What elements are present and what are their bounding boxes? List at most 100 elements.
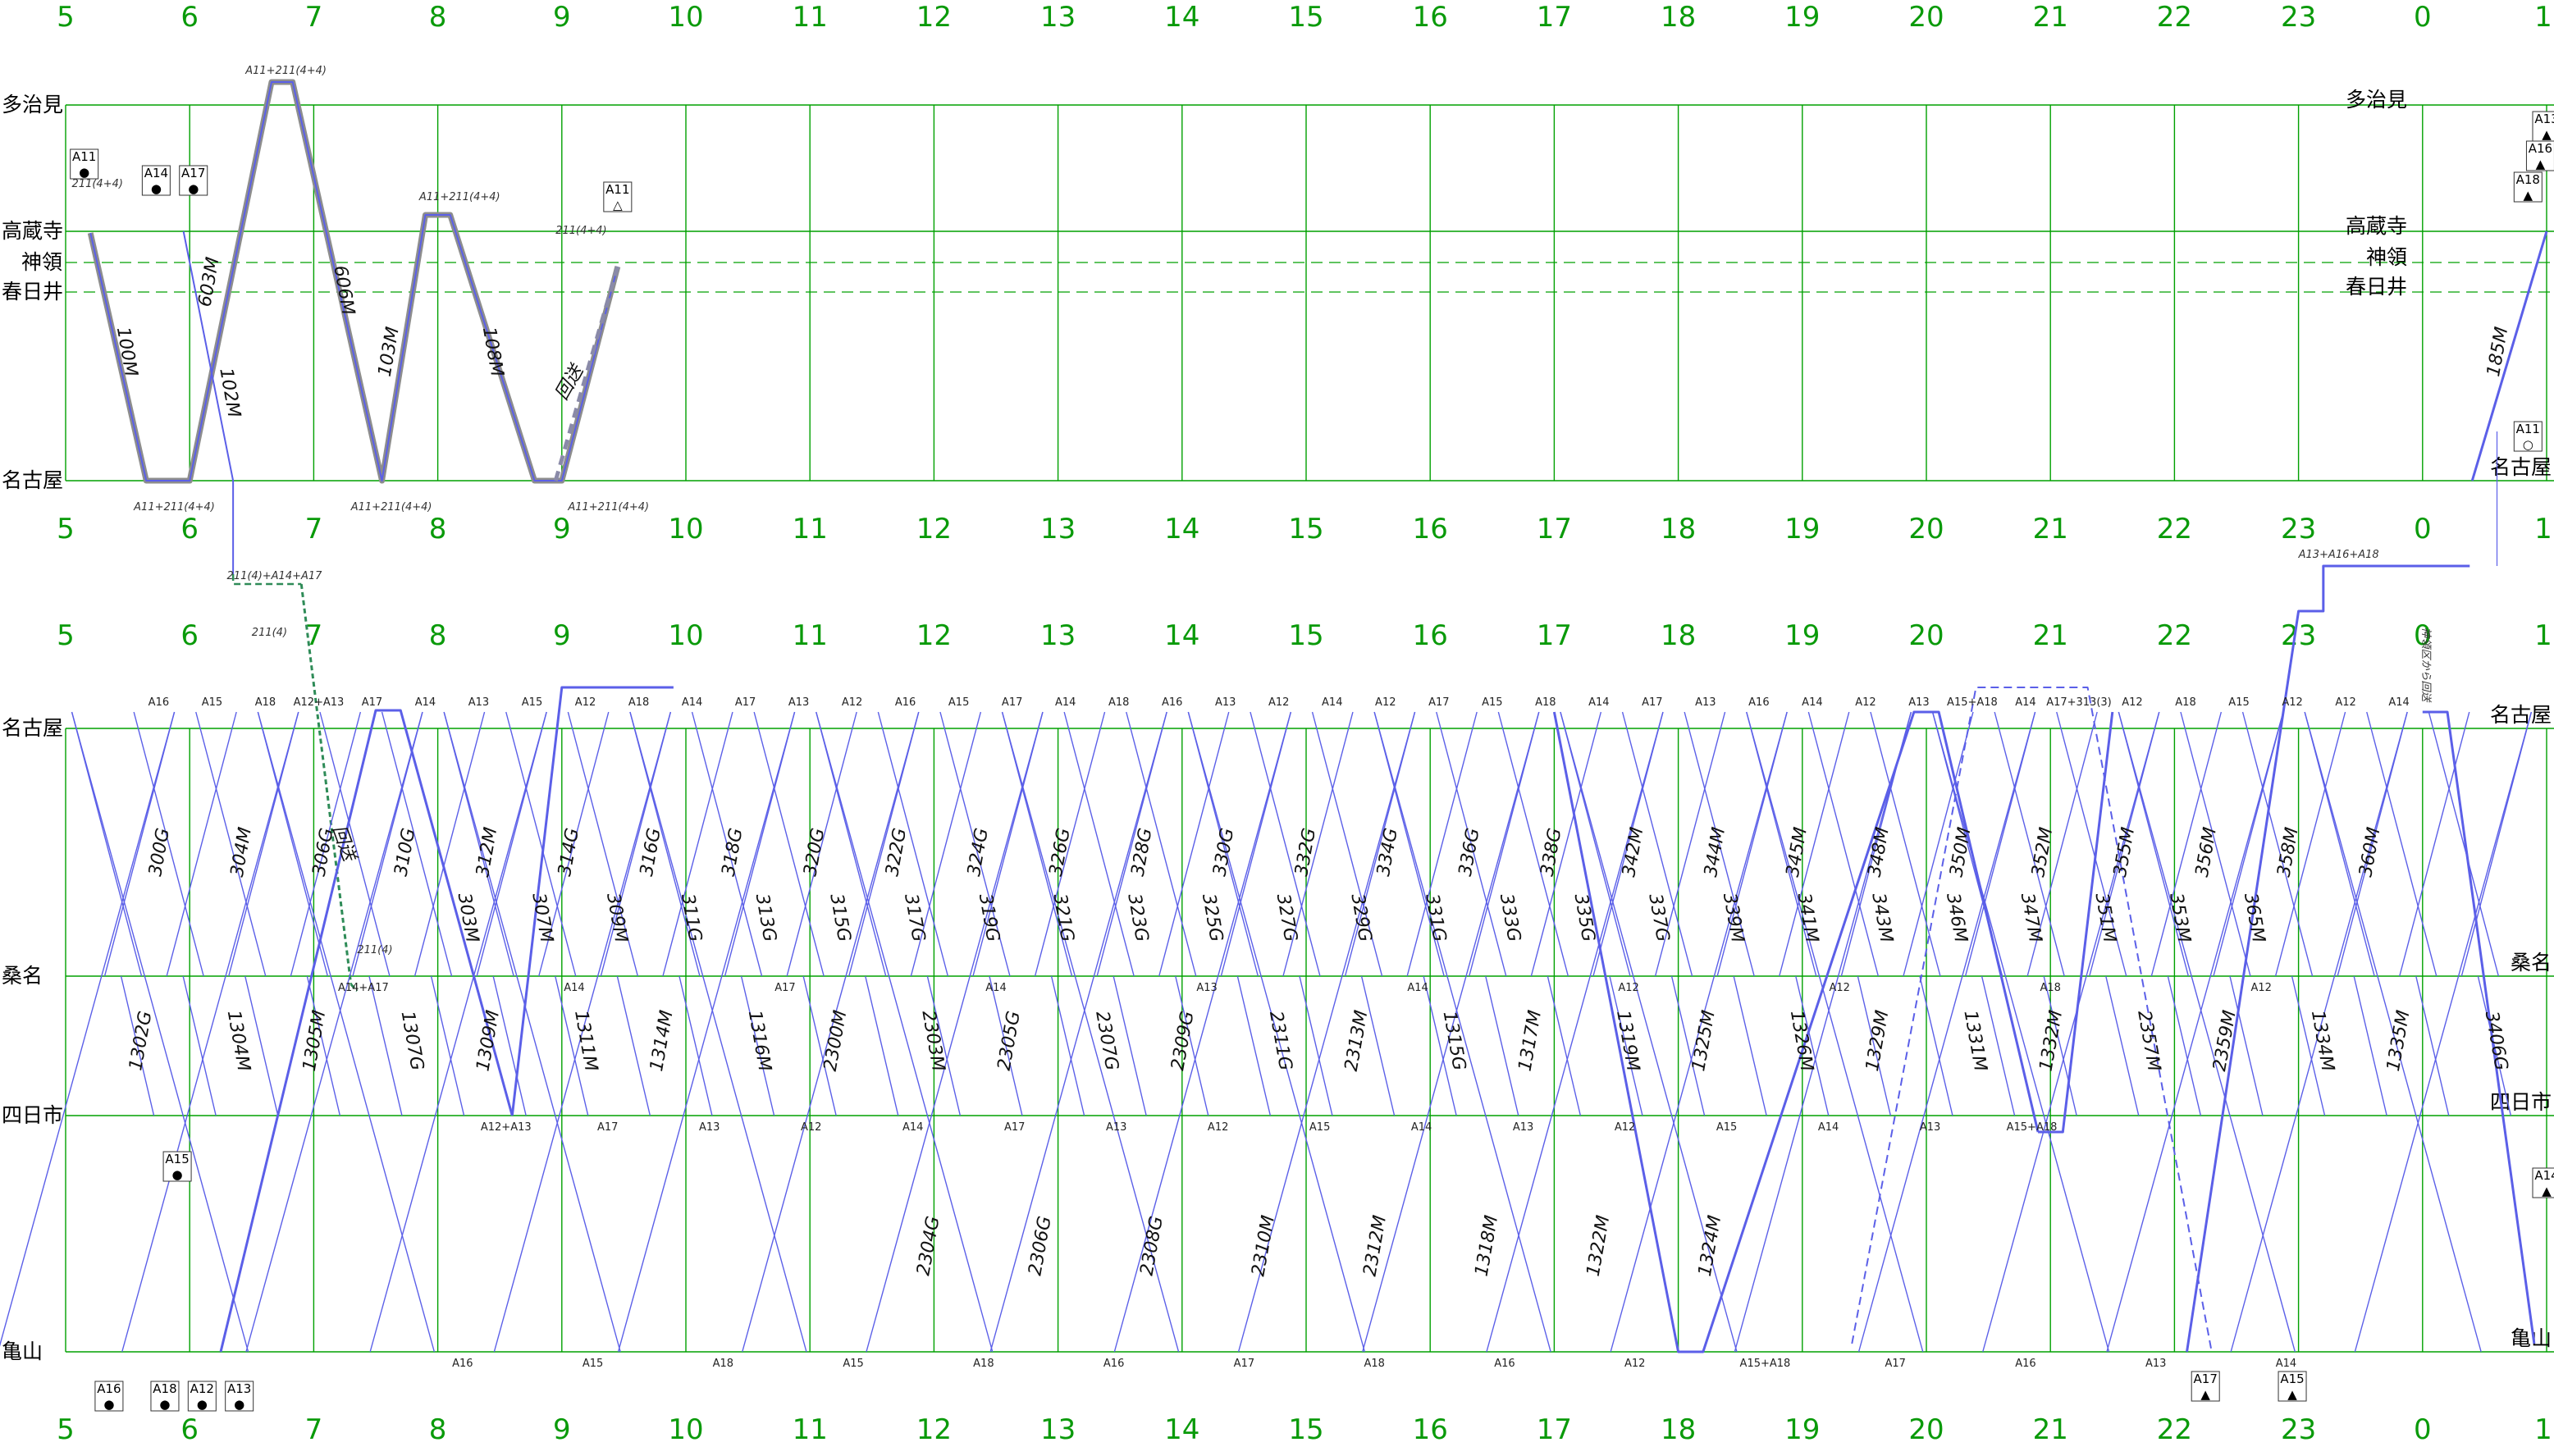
train-number-label: 1302G [126,1010,156,1072]
marker-label: A14 [2534,1168,2554,1183]
train-number-label: 1322M [1583,1214,1615,1278]
kameyama-block-label: A18 [713,1358,733,1370]
train-marker: A16● [94,1381,124,1412]
hour-label: 7 [305,1,323,34]
train-number-label: 352M [2028,826,2057,879]
station-label-left: 名古屋 [2,468,63,492]
nagoya-block-label: A18 [1108,696,1129,709]
train-line [1406,711,1478,977]
train-number-label: 329G [1346,892,1375,943]
train-line [2470,230,2548,482]
train-number-label: 348M [1865,826,1894,879]
hour-label: 0 [2414,619,2432,652]
train-line [662,711,733,977]
marker-symbol: ▲ [2542,1184,2552,1198]
train-line [753,711,825,977]
train-marker: A13▲ [2532,111,2554,142]
nagoya-block-label: A18 [255,696,276,709]
train-number-label: 2313M [1341,1009,1373,1073]
train-number-label: 328G [1128,827,1157,878]
train-number-label: 338G [1537,827,1566,878]
kuwana-block-label: A12 [2251,982,2272,994]
hour-label: 17 [1537,1413,1572,1446]
train-number-label: 310G [391,827,419,878]
train-marker: A11△ [603,181,633,212]
train-number-label: 336G [1455,827,1484,878]
station-label-left: 四日市 [2,1103,63,1127]
kameyama-block-label: A17 [1885,1358,1905,1370]
yokkaichi-block-label: A12+A13 [481,1121,532,1134]
hour-label: 8 [429,619,447,652]
train-line [1857,711,2036,1353]
nagoya-block-label: A14 [2388,696,2409,709]
train-line [1982,711,2160,1353]
train-line [413,711,486,977]
kuwana-block-label: A14 [1407,982,1428,994]
hour-label: 5 [57,1413,75,1446]
train-line [1236,975,1272,1116]
train-marker: A14● [141,165,171,196]
train-line [1684,711,1755,977]
marker-symbol: ● [197,1397,208,1412]
yokkaichi-block-label: A15 [1309,1121,1330,1134]
train-line [430,975,465,1116]
nagoya-block-label: A14 [1588,696,1609,709]
hour-label: 9 [553,619,571,652]
hour-label: 5 [57,1,75,34]
marker-symbol: ● [188,181,199,196]
hour-label: 23 [2281,1413,2316,1446]
consist-label: 211(4) [252,627,287,639]
hour-label: 16 [1413,619,1448,652]
train-line [2150,711,2223,977]
train-number-label: 2303M [917,1009,948,1073]
train-line [1250,711,1321,977]
train-number-label: 1335M [2383,1009,2415,1073]
train-number-label: 325G [1198,892,1227,943]
train-marker: A18● [150,1381,180,1412]
train-line [1795,975,1830,1116]
train-number-label: 355M [2110,826,2139,879]
hour-label: 1 [2534,513,2552,545]
train-line [182,975,217,1116]
marker-label: A17 [181,166,205,180]
train-line [245,711,423,1353]
train-line [926,975,962,1116]
marker-label: A13 [2534,112,2554,126]
train-line [1994,711,2065,977]
train-number-label: 317G [900,892,929,943]
nagoya-block-label: A15+A18 [1947,696,1998,709]
hour-label: 20 [1908,1413,1944,1446]
train-line [2422,710,2536,1344]
marker-label: A15 [2280,1372,2304,1386]
marker-symbol: ○ [2523,437,2533,452]
hour-label: 15 [1288,513,1323,545]
train-number-label: 309M [602,892,631,944]
marker-symbol: ▲ [2287,1387,2297,1402]
station-label-right: 神領 [2366,245,2407,269]
nagoya-block-label: A16 [1748,696,1769,709]
train-line [257,711,436,1353]
deadhead-line [231,574,302,586]
kuwana-block-label: A14 [564,982,584,994]
deadhead-line [350,983,359,993]
train-number-label: 321G [1049,892,1078,943]
marker-symbol: ● [159,1397,170,1412]
hour-label: 19 [1784,619,1820,652]
train-line [678,975,713,1116]
marker-box [141,165,171,196]
hour-labels: 5 6 7 8 9 10 11 12 13 14 15 16 17 18 19 20 21 22 23 0 15 6 7 8 9… [57,1,2552,1446]
hour-label: 21 [2033,1,2068,34]
nagoya-block-label: A13 [1908,696,1929,709]
train-line [1530,711,1602,977]
nagoya-block-label: A13 [1215,696,1236,709]
train-number-label: 341M [1793,892,1822,944]
marker-symbol: ▲ [2524,188,2533,203]
hour-label: 12 [916,619,952,652]
hour-label: 15 [1288,619,1323,652]
train-line-halo [87,79,621,484]
train-line [306,975,341,1116]
marker-box [150,1381,180,1412]
train-number-label: 351M [2090,892,2119,944]
train-line [1282,711,1354,977]
